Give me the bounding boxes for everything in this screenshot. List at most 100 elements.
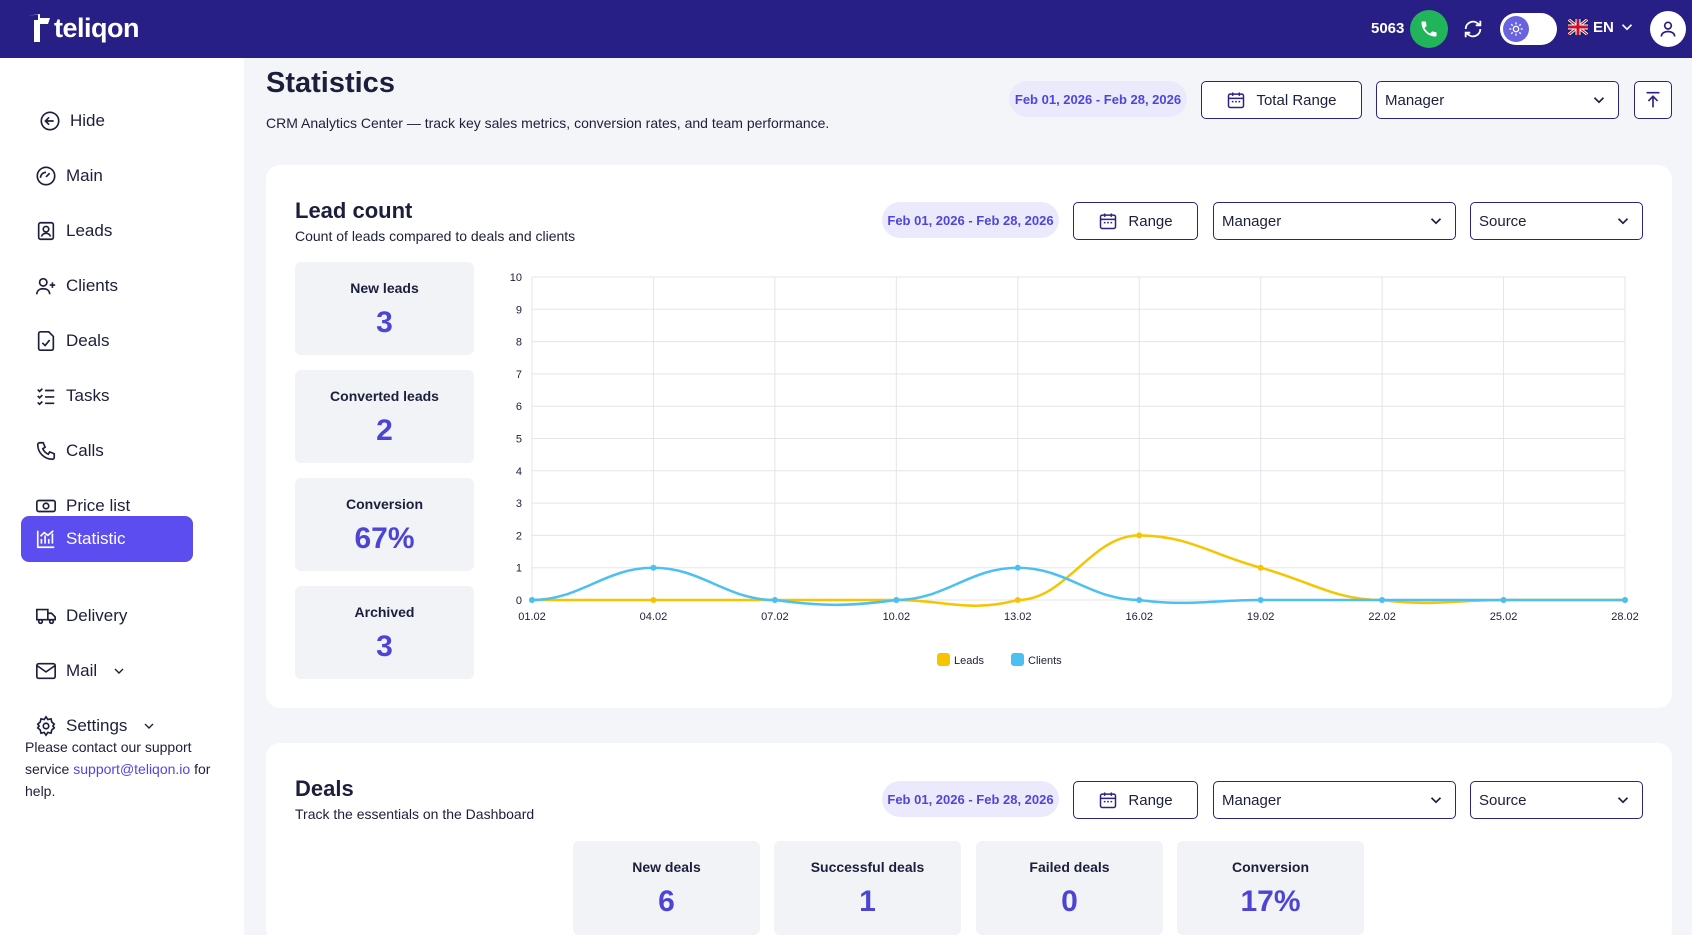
series-line-leads: [531, 534, 1625, 607]
stat-value: 3: [376, 630, 393, 663]
sidebar-item-clients[interactable]: Clients: [21, 263, 193, 309]
export-button[interactable]: [1634, 81, 1672, 119]
stat-label: Archived: [354, 604, 415, 620]
data-point-clients: [893, 597, 900, 603]
range-button[interactable]: Range: [1073, 202, 1198, 240]
y-tick-label: 3: [516, 498, 522, 510]
manager-select[interactable]: Manager: [1376, 81, 1619, 119]
data-point-clients: [771, 597, 778, 603]
x-tick-label: 01.02: [518, 611, 546, 623]
button-label: Total Range: [1256, 91, 1337, 109]
support-text-suffix: for help.: [25, 761, 211, 799]
range-button[interactable]: Range: [1073, 781, 1198, 819]
stat-conversion: Conversion 67%: [295, 478, 474, 571]
data-point-clients: [1257, 597, 1264, 603]
stat-label: Converted leads: [330, 388, 439, 404]
sidebar-item-label: Delivery: [66, 606, 128, 625]
manager-select[interactable]: Manager: [1213, 202, 1456, 240]
language-label: EN: [1593, 18, 1614, 36]
upload-icon: [1646, 91, 1660, 108]
arrow-left-circle-icon: [38, 109, 62, 133]
chevron-down-icon: [1593, 97, 1605, 104]
select-value: Manager: [1222, 212, 1282, 230]
x-tick-label: 16.02: [1125, 611, 1153, 623]
top-bar: teliqon 5063 EN: [0, 0, 1692, 58]
stat-value: 1: [859, 885, 876, 918]
truck-icon: [34, 604, 58, 628]
chevron-down-icon: [114, 668, 124, 674]
user-icon: [1660, 21, 1676, 37]
sidebar-item-delivery[interactable]: Delivery: [21, 593, 193, 639]
data-point-clients: [1500, 597, 1507, 603]
y-tick-label: 7: [516, 369, 522, 381]
sidebar-item-hide[interactable]: Hide: [21, 98, 193, 144]
y-tick-label: 6: [516, 401, 522, 413]
language-selector[interactable]: EN: [1568, 18, 1636, 36]
sync-button[interactable]: [1460, 16, 1486, 42]
money-icon: [34, 494, 58, 518]
data-point-clients: [1379, 597, 1386, 603]
sidebar-item-tasks[interactable]: Tasks: [21, 373, 193, 419]
manager-select[interactable]: Manager: [1213, 781, 1456, 819]
user-avatar-button[interactable]: [1650, 11, 1686, 47]
y-tick-label: 9: [516, 304, 522, 316]
chevron-down-icon: [1621, 24, 1632, 31]
data-point-clients: [1014, 564, 1021, 571]
x-tick-label: 13.02: [1004, 611, 1032, 623]
data-point-leads: [1257, 564, 1264, 571]
stat-value: 17%: [1240, 885, 1301, 918]
sidebar-item-settings[interactable]: Settings: [21, 703, 193, 749]
stat-successful-deals: Successful deals 1: [774, 841, 961, 935]
sidebar-item-price-list[interactable]: Price list: [21, 483, 193, 529]
stat-archived: Archived 3: [295, 586, 474, 679]
page-subtitle: CRM Analytics Center — track key sales m…: [266, 115, 830, 131]
y-tick-label: 5: [516, 434, 522, 446]
sidebar-item-label: Mail: [66, 661, 98, 680]
contact-card-icon: [34, 219, 58, 243]
card-subtitle: Track the essentials on the Dashboard: [295, 806, 535, 822]
checklist-icon: [34, 384, 58, 408]
stat-label: New deals: [632, 859, 701, 875]
chevron-down-icon: [1617, 218, 1629, 225]
legend-label-leads: Leads: [954, 655, 984, 667]
source-select[interactable]: Source: [1470, 781, 1643, 819]
theme-toggle[interactable]: [1500, 13, 1557, 45]
extension-number: 5063: [1371, 20, 1405, 37]
button-label: Range: [1128, 212, 1173, 230]
support-text: Please contact our support service: [25, 739, 192, 777]
phone-button[interactable]: [1410, 10, 1448, 48]
x-tick-label: 25.02: [1490, 611, 1518, 623]
sidebar-item-calls[interactable]: Calls: [21, 428, 193, 474]
legend-swatch-leads: [937, 653, 950, 666]
uk-flag-icon: [1568, 19, 1588, 35]
lead-count-chart: 0 1 2 3 4 5 6 7 8 9 10 01.02 04.02 07.02 10.02 13.02 16.…: [510, 272, 1639, 667]
support-email-link[interactable]: support@teliqon.io: [73, 761, 191, 777]
stat-value: 2: [376, 414, 393, 447]
sidebar-item-statistic[interactable]: Statistic: [21, 516, 193, 562]
sync-icon: [1464, 20, 1482, 38]
chart-icon: [34, 527, 58, 551]
x-tick-label: 19.02: [1247, 611, 1275, 623]
sidebar-item-main[interactable]: Main: [21, 153, 193, 199]
stat-value: 67%: [354, 522, 415, 555]
x-tick-label: 10.02: [883, 611, 911, 623]
sidebar-item-mail[interactable]: Mail: [21, 648, 193, 694]
x-tick-label: 22.02: [1368, 611, 1396, 623]
brand-logo[interactable]: teliqon: [26, 12, 140, 44]
data-point-leads: [1136, 532, 1143, 539]
mail-icon: [34, 659, 58, 683]
phone-icon: [1421, 21, 1437, 37]
sidebar-item-label: Calls: [66, 441, 104, 460]
data-point-clients: [1622, 597, 1628, 603]
source-select[interactable]: Source: [1470, 202, 1643, 240]
stat-label: Failed deals: [1029, 859, 1110, 875]
sidebar-item-deals[interactable]: Deals: [21, 318, 193, 364]
sidebar-item-label: Leads: [66, 221, 113, 240]
y-tick-label: 10: [510, 272, 522, 284]
x-tick-label: 28.02: [1611, 611, 1639, 623]
gear-icon: [34, 714, 58, 738]
total-range-button[interactable]: Total Range: [1201, 81, 1362, 119]
data-point-clients: [529, 597, 535, 603]
sidebar-item-leads[interactable]: Leads: [21, 208, 193, 254]
select-value: Manager: [1222, 791, 1282, 809]
